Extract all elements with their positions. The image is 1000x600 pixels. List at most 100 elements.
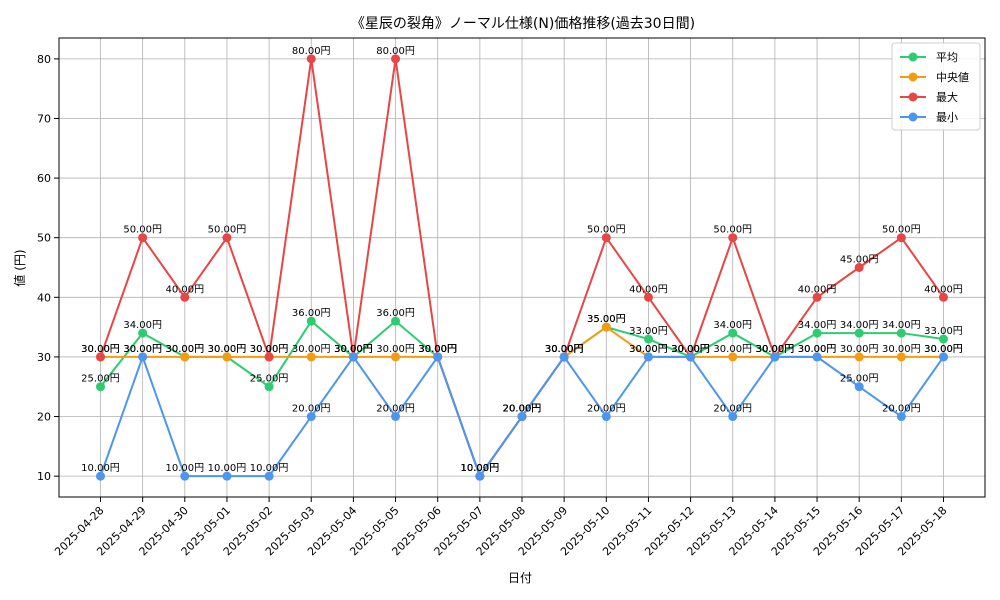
data-point — [854, 328, 864, 338]
data-label: 25.00円 — [250, 374, 289, 385]
data-label: 34.00円 — [798, 320, 837, 331]
data-label: 20.00円 — [503, 404, 542, 415]
data-point — [728, 328, 738, 338]
data-point — [517, 412, 527, 422]
data-label: 30.00円 — [334, 344, 373, 355]
data-point — [854, 352, 864, 362]
data-point — [433, 352, 443, 362]
data-label: 30.00円 — [250, 344, 289, 355]
data-label: 40.00円 — [629, 284, 668, 295]
data-label: 30.00円 — [545, 344, 584, 355]
data-label: 30.00円 — [165, 344, 204, 355]
series-lines — [96, 54, 948, 481]
data-label: 30.00円 — [798, 344, 837, 355]
data-label: 30.00円 — [671, 344, 710, 355]
plot-frame — [58, 37, 986, 498]
y-tick-label: 30 — [37, 351, 51, 364]
data-point — [180, 292, 190, 302]
data-point — [391, 54, 401, 64]
data-point — [812, 292, 822, 302]
data-label: 30.00円 — [545, 344, 584, 355]
data-label: 50.00円 — [587, 225, 626, 236]
data-label: 50.00円 — [208, 225, 247, 236]
data-label: 20.00円 — [587, 404, 626, 415]
data-point — [896, 328, 906, 338]
data-label: 30.00円 — [165, 344, 204, 355]
y-tick-label: 60 — [37, 172, 51, 185]
data-label: 30.00円 — [81, 344, 120, 355]
data-point — [348, 352, 358, 362]
data-label: 30.00円 — [671, 344, 710, 355]
data-point — [896, 352, 906, 362]
data-point — [812, 328, 822, 338]
data-point — [138, 328, 148, 338]
data-label: 36.00円 — [376, 308, 415, 319]
data-label: 30.00円 — [545, 344, 584, 355]
data-label: 30.00円 — [629, 344, 668, 355]
legend-label: 中央値 — [936, 71, 969, 84]
data-point — [686, 352, 696, 362]
data-point — [306, 54, 316, 64]
data-point — [391, 412, 401, 422]
data-point — [896, 412, 906, 422]
data-label: 30.00円 — [924, 344, 963, 355]
data-point — [475, 471, 485, 481]
data-label: 20.00円 — [503, 404, 542, 415]
data-label: 10.00円 — [461, 463, 500, 474]
legend-marker — [908, 112, 918, 122]
data-point — [222, 352, 232, 362]
data-label: 20.00円 — [503, 404, 542, 415]
data-point — [728, 352, 738, 362]
data-label: 30.00円 — [250, 344, 289, 355]
data-point — [96, 352, 105, 362]
data-label: 30.00円 — [208, 344, 247, 355]
data-label: 30.00円 — [123, 344, 162, 355]
data-point — [306, 352, 316, 362]
data-label: 45.00円 — [840, 255, 879, 266]
data-label: 20.00円 — [376, 404, 415, 415]
data-label: 30.00円 — [123, 344, 162, 355]
data-label: 30.00円 — [81, 344, 120, 355]
data-label: 40.00円 — [924, 284, 963, 295]
chart-title: 《星辰の裂角》ノーマル仕様(N)価格推移(過去30日間) — [351, 16, 695, 32]
legend-label: 最大 — [936, 90, 958, 104]
data-point — [222, 233, 232, 243]
data-label: 10.00円 — [81, 463, 120, 474]
data-label: 10.00円 — [165, 463, 204, 474]
data-point — [96, 471, 105, 481]
data-label: 30.00円 — [756, 344, 795, 355]
data-label: 30.00円 — [418, 344, 457, 355]
data-point — [601, 233, 611, 243]
legend-box — [891, 42, 981, 131]
grid-lines — [59, 38, 985, 497]
data-point — [264, 382, 274, 392]
data-label: 40.00円 — [798, 284, 837, 295]
legend-marker — [908, 52, 918, 62]
data-point — [264, 471, 274, 481]
data-label: 30.00円 — [334, 344, 373, 355]
data-label: 30.00円 — [798, 344, 837, 355]
data-label: 30.00円 — [671, 344, 710, 355]
data-point — [180, 471, 190, 481]
data-point — [138, 352, 148, 362]
data-label: 34.00円 — [713, 320, 752, 331]
data-point — [601, 412, 611, 422]
data-point — [728, 233, 738, 243]
data-label: 10.00円 — [461, 463, 500, 474]
legend-label: 最小 — [936, 111, 958, 124]
data-label: 30.00円 — [208, 344, 247, 355]
data-label: 34.00円 — [882, 320, 921, 331]
data-label: 10.00円 — [250, 463, 289, 474]
data-label: 30.00円 — [713, 344, 752, 355]
data-point — [559, 352, 569, 362]
data-label: 36.00円 — [292, 308, 331, 319]
data-label: 34.00円 — [123, 320, 162, 331]
data-point — [306, 412, 316, 422]
data-point — [222, 471, 232, 481]
data-label: 33.00円 — [924, 326, 963, 337]
y-tick-label: 50 — [37, 232, 51, 245]
x-axis-label: 日付 — [508, 571, 532, 585]
data-point — [939, 334, 948, 344]
